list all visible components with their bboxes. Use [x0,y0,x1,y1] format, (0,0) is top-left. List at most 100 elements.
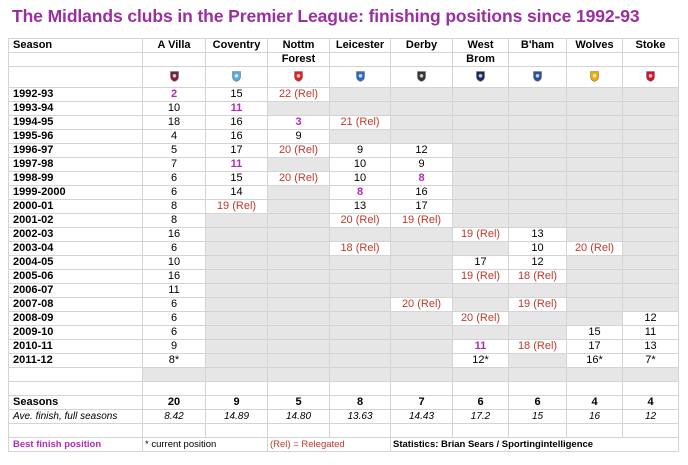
position-cell: 11 [622,325,679,340]
empty-cell [566,423,623,438]
empty-cell [566,171,623,186]
empty-cell [267,101,330,116]
season-label: 1995-96 [8,129,143,144]
position-cell: 12* [452,353,509,368]
empty-cell [566,227,623,242]
empty-cell [452,423,509,438]
crest-cell [390,66,453,88]
empty-cell [390,353,453,368]
empty-cell [390,241,453,256]
season-row: 2010-11 9 11 18 (Rel) 17 13 [8,339,679,354]
average-finish: 15 [508,409,567,424]
empty-cell [329,423,391,438]
empty-cell [622,199,679,214]
empty-cell [390,129,453,144]
empty-cell [390,423,453,438]
empty-cell [329,325,391,340]
season-row: 2004-05 10 17 12 [8,255,679,270]
empty-cell [508,185,567,200]
empty-cell [622,143,679,158]
position-cell: 19 (Rel) [452,227,509,242]
empty-cell [142,423,206,438]
empty-cell [329,269,391,284]
position-cell: 20 (Rel) [267,143,330,158]
position-cell: 8 [142,199,206,214]
club-header-line2 [622,52,679,67]
empty-cell [566,283,623,298]
empty-cell [329,101,391,116]
empty-cell [622,297,679,312]
position-cell: 4 [142,129,206,144]
empty-cell [508,87,567,102]
empty-cell [205,423,268,438]
empty-cell [329,381,391,396]
empty-cell [267,213,330,228]
seasons-row: Seasons 20 9 5 8 7 6 6 4 4 [8,395,679,410]
season-row: 1993-94 10 11 [8,101,679,116]
crest-coventry-icon [232,71,241,82]
empty-cell [205,339,268,354]
crest-wolves-icon [590,71,599,82]
position-cell: 20 (Rel) [390,297,453,312]
crest-derby-icon [417,71,426,82]
empty-cell [452,185,509,200]
season-row: 2003-04 6 18 (Rel) 10 20 (Rel) [8,241,679,256]
position-cell: 7* [622,353,679,368]
empty-cell [329,311,391,326]
season-row: 1999-2000 6 14 8 16 [8,185,679,200]
empty-cell [622,87,679,102]
empty-cell [390,381,453,396]
empty-cell [142,381,206,396]
season-label: 2007-08 [8,297,143,312]
position-cell: 22 (Rel) [267,87,330,102]
crest-villa-icon [169,71,179,82]
empty-cell [390,87,453,102]
legend-row: Best finish position * current position (R… [8,437,679,452]
crest-cell [329,66,391,88]
position-cell: 6 [142,311,206,326]
empty-cell [390,227,453,242]
empty-cell [452,143,509,158]
empty-cell [390,269,453,284]
empty-cell [622,157,679,172]
position-cell: 11 [205,157,268,172]
season-row: 2009-10 6 15 11 [8,325,679,340]
empty-cell [566,87,623,102]
position-cell: 10 [142,101,206,116]
empty-cell [267,367,330,382]
season-label: 2005-06 [8,269,143,284]
position-cell: 15 [205,87,268,102]
club-header: A Villa [142,38,206,53]
position-cell: 17 [205,143,268,158]
empty-cell [267,269,330,284]
empty-cell [390,339,453,354]
empty-cell [390,325,453,340]
position-cell: 20 (Rel) [329,213,391,228]
empty-cell [622,381,679,396]
season-row: 1995-96 4 16 9 [8,129,679,144]
season-row: 2002-03 16 19 (Rel) 13 [8,227,679,242]
position-cell: 19 (Rel) [390,213,453,228]
club-header: Stoke [622,38,679,53]
position-cell: 20 (Rel) [566,241,623,256]
empty-cell [452,381,509,396]
position-cell: 6 [142,297,206,312]
position-cell: 13 [622,339,679,354]
position-cell: 5 [142,143,206,158]
season-label: 2000-01 [8,199,143,214]
empty-cell [390,283,453,298]
season-row: 1998-99 6 15 20 (Rel) 10 8 [8,171,679,186]
empty-cell [267,339,330,354]
position-cell: 13 [329,199,391,214]
empty-cell [566,157,623,172]
position-cell: 19 (Rel) [452,269,509,284]
empty-cell [390,311,453,326]
chart-title: The Midlands clubs in the Premier League… [12,6,640,26]
empty-cell [8,381,143,396]
crest-cell [205,66,268,88]
position-cell: 8 [329,185,391,200]
empty-cell [566,367,623,382]
empty-cell [390,367,453,382]
club-header-line2 [329,52,391,67]
season-row: 2005-06 16 19 (Rel) 18 (Rel) [8,269,679,284]
